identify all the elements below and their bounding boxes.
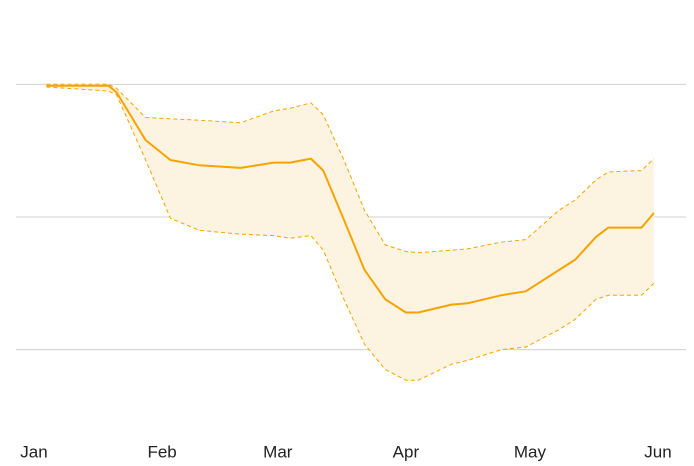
x-tick-label: Jun [644, 442, 671, 461]
x-tick-label: Jan [20, 442, 47, 461]
x-tick-label: Feb [147, 442, 176, 461]
upper-bound [46, 83, 655, 254]
x-tick-label: Mar [263, 442, 293, 461]
x-tick-label: May [514, 442, 547, 461]
x-tick-label: Apr [393, 442, 420, 461]
lower-bound [46, 86, 655, 381]
confidence-band [46, 84, 654, 381]
line [46, 84, 655, 314]
